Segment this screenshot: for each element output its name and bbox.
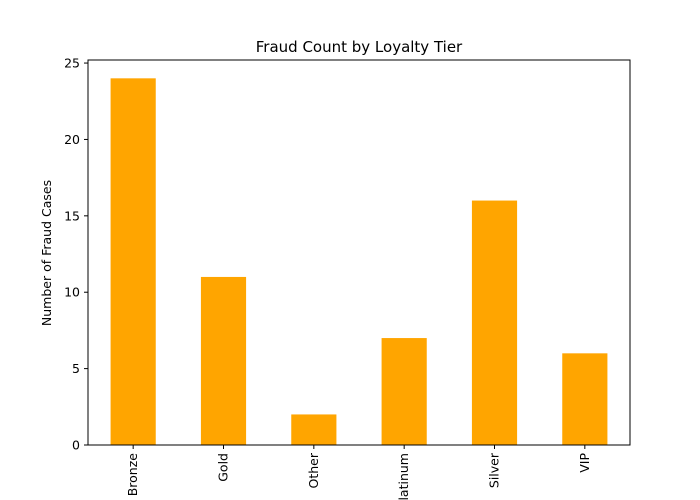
- x-tick-label: Platinum: [396, 453, 411, 500]
- y-axis-title: Number of Fraud Cases: [39, 180, 54, 326]
- y-tick-label: 0: [72, 438, 80, 453]
- bar-vip: [562, 353, 608, 445]
- bar-gold: [200, 276, 247, 445]
- bar-silver: [471, 200, 518, 445]
- x-axis-ticks: Bronze Gold Other Platinum Silver VIP: [125, 445, 592, 500]
- y-axis-ticks: 0 5 10 15 20 25: [64, 56, 88, 453]
- bar-series: [110, 78, 608, 445]
- y-tick-label: 20: [64, 132, 80, 147]
- plot-frame: [87, 59, 631, 446]
- y-tick-label: 25: [64, 56, 80, 71]
- y-tick-label: 15: [64, 208, 80, 223]
- bar-other: [291, 414, 337, 445]
- chart-title: Fraud Count by Loyalty Tier: [256, 38, 463, 56]
- x-tick-label: Bronze: [125, 453, 140, 497]
- y-tick-label: 5: [72, 361, 80, 376]
- bar-bronze: [110, 78, 156, 445]
- x-tick-label: Other: [306, 452, 321, 488]
- bar-platinum: [381, 338, 427, 445]
- x-tick-label: Gold: [216, 453, 231, 482]
- x-tick-label: Silver: [487, 452, 502, 488]
- y-tick-label: 10: [64, 285, 80, 300]
- x-tick-label: VIP: [577, 453, 592, 473]
